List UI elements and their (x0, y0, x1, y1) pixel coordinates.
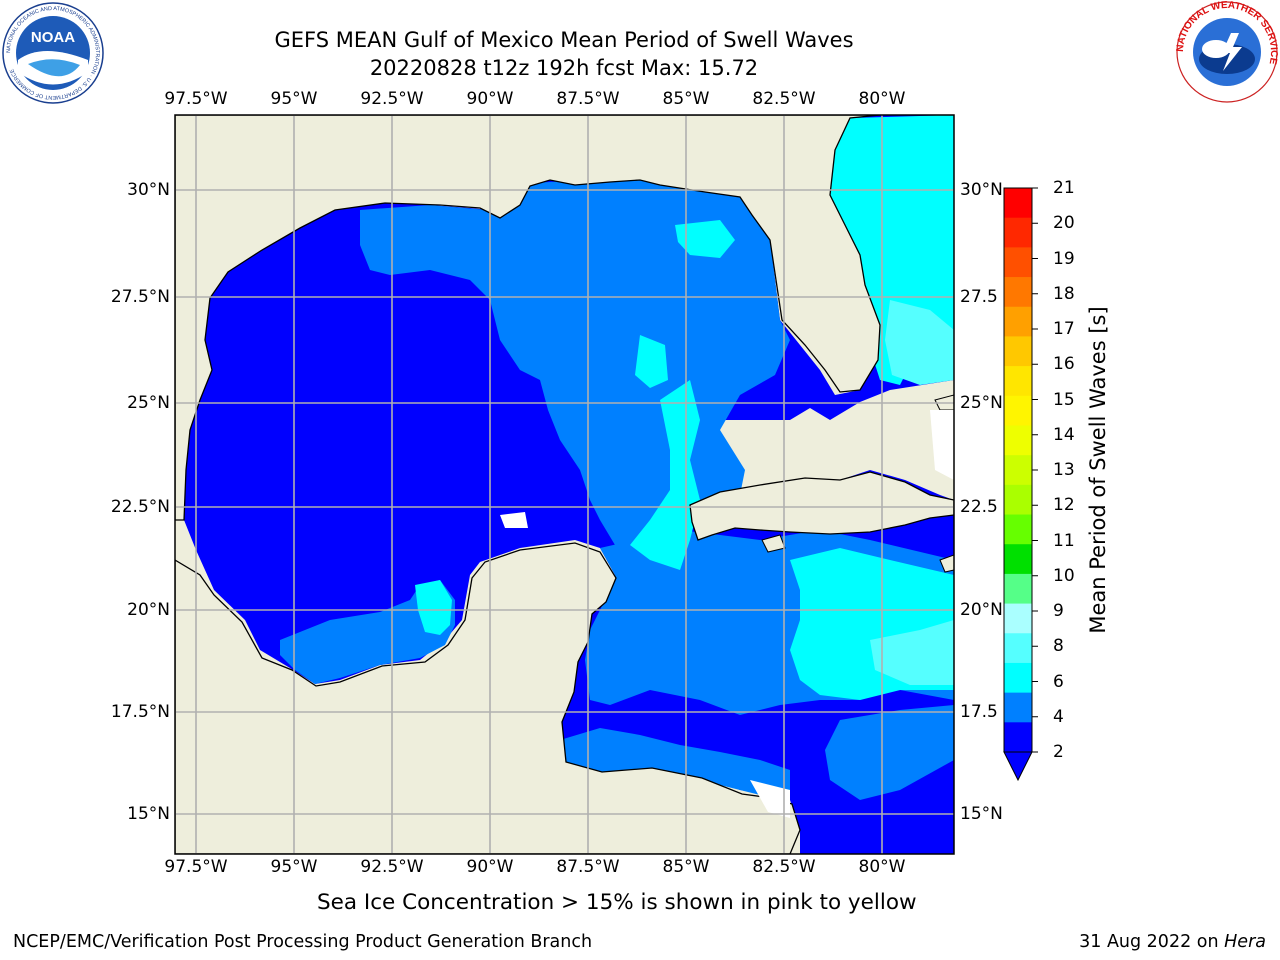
colorbar-band (1004, 662, 1032, 694)
no-data-patch (500, 512, 528, 528)
lon-label-top: 80°W (858, 89, 906, 109)
lon-label-bottom: 97.5°W (164, 857, 228, 877)
lat-label-right: 30°N (960, 180, 1003, 200)
colorbar-tick-label: 8 (1053, 636, 1064, 657)
footer-date: 31 Aug 2022 on Hera (1079, 932, 1266, 952)
lat-label-left: 30°N (127, 180, 170, 200)
lon-label-top: 97.5°W (164, 89, 228, 109)
lat-label-right: 27.5 (960, 287, 998, 307)
medium-blue-zone (560, 728, 790, 800)
colorbar-tick-label: 20 (1053, 213, 1075, 234)
island-land (761, 534, 786, 553)
lat-label-left: 20°N (127, 600, 170, 620)
lon-label-top: 85°W (662, 89, 710, 109)
footer-host: Hera (1224, 932, 1266, 952)
colorbar-band (1004, 425, 1032, 456)
lat-label-right: 22.5 (960, 497, 998, 517)
colorbar-title: Mean Period of Swell Waves [s] (1086, 306, 1110, 634)
nws-logo-icon: NATIONAL WEATHER SERVICE (1176, 1, 1278, 103)
colorbar-tick-label: 14 (1053, 424, 1075, 445)
colorbar-scale (1003, 187, 1038, 782)
colorbar-band (1004, 573, 1032, 605)
colorbar-tick-label: 9 (1053, 601, 1064, 621)
lon-label-bottom: 85°W (662, 857, 710, 877)
lon-label-top: 92.5°W (360, 89, 424, 109)
colorbar-tick-label: 16 (1053, 354, 1075, 375)
light-cyan-zone (885, 300, 954, 385)
lon-label-top: 90°W (466, 89, 514, 109)
colorbar-tick-label: 17 (1053, 319, 1075, 339)
chart-title: GEFS MEAN Gulf of Mexico Mean Period of … (274, 28, 854, 52)
colorbar-tick-label: 13 (1053, 460, 1075, 480)
lat-label-left: 17.5°N (110, 702, 170, 722)
lat-label-right: 25°N (960, 393, 1003, 413)
us-gulf-coast-land (175, 115, 881, 521)
colorbar-band (1004, 603, 1032, 634)
lat-label-right: 20°N (960, 600, 1003, 620)
noaa-logo-icon: NOAA NATIONAL OCEANIC AND ATMOSPHERIC AD… (2, 2, 104, 104)
medium-blue-zone (280, 580, 455, 684)
colorbar-band (1004, 306, 1032, 337)
colorbar-band (1004, 484, 1032, 516)
colorbar-band (1004, 217, 1032, 248)
yucatan-land (175, 542, 801, 854)
cuba-land (689, 471, 954, 541)
medium-blue-zone (825, 705, 954, 800)
colorbar-band (1004, 336, 1032, 367)
lon-label-bottom: 80°W (858, 857, 906, 877)
colorbar-band (1004, 692, 1032, 723)
lon-label-top: 95°W (270, 89, 318, 109)
colorbar-band (1004, 395, 1032, 426)
lon-label-bottom: 87.5°W (556, 857, 620, 877)
colorbar-band (1004, 277, 1032, 308)
colorbar-tick-label: 18 (1053, 283, 1075, 304)
no-data-patch (750, 780, 790, 818)
lon-label-bottom: 95°W (270, 857, 318, 877)
cyan-zone (675, 220, 735, 258)
colorbar-band (1004, 514, 1032, 545)
footer-date-text: 31 Aug 2022 on (1079, 932, 1225, 952)
jamaica-land (939, 554, 954, 573)
map-frame (174, 114, 955, 855)
colorbar-band (1004, 188, 1032, 219)
colorbar-band (1004, 247, 1032, 278)
svg-text:NOAA: NOAA (31, 29, 75, 46)
colorbar-tick-label: 6 (1053, 671, 1064, 692)
colorbar-tick-label: 12 (1053, 495, 1075, 516)
colorbar-tick-label: 21 (1053, 178, 1075, 198)
lat-label-left: 25°N (127, 393, 170, 413)
lon-label-bottom: 92.5°W (360, 857, 424, 877)
graticule (175, 115, 954, 854)
light-cyan-zone (870, 620, 954, 685)
lon-label-bottom: 90°W (466, 857, 514, 877)
footer-branch: NCEP/EMC/Verification Post Processing Pr… (13, 932, 593, 952)
colorbar-band (1004, 722, 1032, 753)
sea-ice-note: Sea Ice Concentration > 15% is shown in … (317, 890, 917, 915)
lon-label-bottom: 82.5°W (752, 857, 816, 877)
colorbar-band (1004, 366, 1032, 397)
colorbar-tick-label: 2 (1053, 742, 1064, 762)
chart-subtitle: 20220828 t12z 192h fcst Max: 15.72 (369, 56, 759, 80)
colorbar-tick-label: 11 (1053, 530, 1075, 551)
colorbar-tick-label: 4 (1053, 706, 1064, 727)
no-data-patch (930, 410, 954, 480)
lat-label-right: 17.5 (960, 702, 998, 722)
cyan-zone (630, 380, 700, 570)
colorbar-extend-arrow (1003, 751, 1033, 782)
lat-label-left: 22.5°N (110, 497, 170, 517)
cyan-zone (415, 580, 452, 635)
colorbar-tick-label: 15 (1053, 389, 1075, 410)
lon-label-top: 87.5°W (556, 89, 620, 109)
lon-label-top: 82.5°W (752, 89, 816, 109)
colorbar-tick-label: 19 (1053, 248, 1075, 269)
cyan-zone (635, 335, 668, 388)
lat-label-left: 27.5°N (110, 287, 170, 307)
colorbar-band (1004, 455, 1032, 486)
colorbar-band (1004, 544, 1032, 575)
colorbar-tick-label: 10 (1053, 565, 1075, 586)
lat-label-left: 15°N (127, 804, 170, 824)
colorbar-band (1004, 633, 1032, 664)
lat-label-right: 15°N (960, 804, 1003, 824)
